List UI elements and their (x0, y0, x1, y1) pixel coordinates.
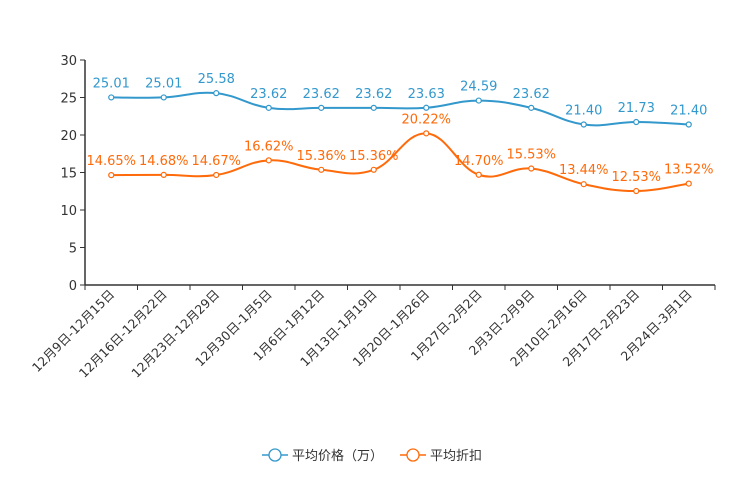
data-label: 23.63 (408, 87, 445, 102)
data-point (633, 187, 640, 195)
data-point (580, 181, 587, 188)
data-point (423, 130, 430, 137)
data-point (213, 171, 220, 179)
data-point (685, 180, 692, 187)
data-point (580, 121, 587, 128)
legend-label: 平均折扣 (430, 449, 482, 464)
data-label: 23.62 (303, 87, 340, 102)
data-point (370, 104, 377, 111)
data-label: 25.01 (93, 76, 130, 91)
data-label: 23.62 (250, 87, 287, 102)
data-label: 23.62 (355, 87, 392, 102)
data-label: 23.62 (513, 87, 550, 102)
y-tick-label: 30 (60, 54, 77, 69)
data-point (528, 104, 535, 111)
data-label: 15.36% (296, 149, 346, 164)
data-point (213, 90, 220, 97)
data-point (318, 104, 325, 111)
data-label: 21.73 (618, 101, 655, 116)
data-point (528, 165, 535, 172)
data-point (265, 157, 272, 164)
data-point (265, 104, 272, 111)
y-tick-label: 0 (69, 279, 77, 294)
legend-marker-icon (268, 448, 282, 462)
data-point (160, 94, 167, 101)
data-point (423, 104, 430, 111)
data-label: 16.62% (244, 139, 294, 154)
data-label: 14.65% (86, 154, 136, 169)
data-point (633, 118, 640, 126)
data-point (160, 171, 167, 178)
data-label: 25.01 (145, 76, 182, 91)
x-tick-label: 12月16日-12月22日 (76, 287, 170, 381)
data-label: 14.68% (139, 154, 189, 169)
data-label: 12.53% (611, 170, 661, 185)
data-point (370, 166, 377, 173)
data-point (108, 172, 115, 179)
data-label: 13.52% (664, 163, 714, 178)
data-label: 14.70% (454, 154, 504, 169)
data-label: 25.58 (198, 72, 235, 87)
y-tick-label: 5 (69, 242, 77, 257)
y-tick-label: 25 (60, 92, 77, 107)
data-label: 21.40 (670, 104, 707, 119)
y-tick-label: 10 (60, 204, 77, 219)
data-point (475, 97, 482, 104)
y-tick-label: 15 (60, 167, 77, 182)
data-point (108, 94, 115, 101)
data-point (318, 166, 325, 173)
data-label: 13.44% (559, 163, 609, 178)
data-point (685, 121, 692, 128)
legend-marker-icon (406, 448, 420, 462)
y-tick-label: 20 (60, 129, 77, 144)
x-tick-label: 12月23日-12月29日 (128, 287, 222, 381)
legend-label: 平均价格（万） (292, 448, 383, 464)
data-label: 24.59 (460, 80, 497, 95)
data-label: 15.36% (349, 149, 399, 164)
data-label: 20.22% (401, 112, 451, 127)
data-point (475, 171, 482, 178)
series-line-0 (111, 91, 689, 127)
data-label: 15.53% (506, 148, 556, 163)
data-label: 21.40 (565, 104, 602, 119)
data-label: 14.67% (191, 154, 241, 169)
